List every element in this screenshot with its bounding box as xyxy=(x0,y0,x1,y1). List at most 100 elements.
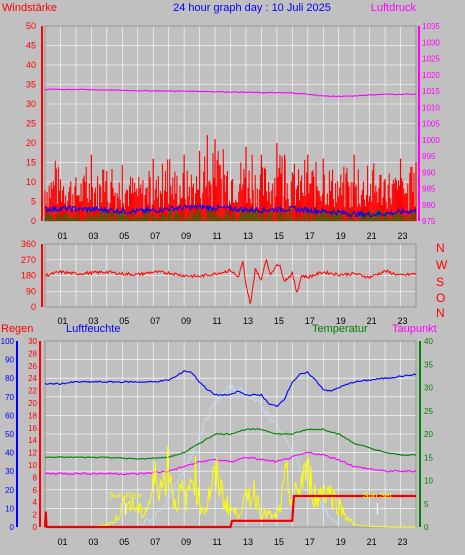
p3-x-tick-label: 15 xyxy=(274,537,284,547)
p1-left-tick-label: 0 xyxy=(31,216,36,226)
p2-x-tick-label: 01 xyxy=(57,316,67,326)
p1-x-tick-label: 17 xyxy=(305,231,315,241)
p1-left-tick-label: 30 xyxy=(26,99,36,109)
rain-tick-label: 26 xyxy=(28,362,37,371)
regen-label: Regen xyxy=(1,323,33,335)
temperature-tick-label: 5 xyxy=(424,500,429,509)
p1-right-tick-label: 990 xyxy=(422,168,436,177)
p3-x-tick-label: 13 xyxy=(243,537,253,547)
p1-x-tick-label: 19 xyxy=(336,231,346,241)
temperature-tick-label: 0 xyxy=(424,523,429,532)
rain-tick-label: 12 xyxy=(28,449,37,458)
humidity-tick-label: 80 xyxy=(5,374,14,383)
p2-left-tick-label: 360 xyxy=(21,239,36,249)
p1-right-tick-label: 975 xyxy=(422,217,436,226)
humidity-tick-label: 60 xyxy=(5,411,14,420)
p1-x-tick-label: 05 xyxy=(119,231,129,241)
p1-left-tick-label: 45 xyxy=(26,41,36,51)
humidity-tick-label: 40 xyxy=(5,449,14,458)
humidity-tick-label: 70 xyxy=(5,393,14,402)
rain-tick-label: 18 xyxy=(28,411,37,420)
direction-compass-label: S xyxy=(436,275,444,289)
rain-tick-label: 8 xyxy=(33,473,38,482)
p1-right-tick-label: 1030 xyxy=(422,38,440,47)
p1-left-tick-label: 15 xyxy=(26,158,36,168)
p3-x-tick-label: 07 xyxy=(150,537,160,547)
humidity-tick-label: 50 xyxy=(5,430,14,439)
rain-tick-label: 10 xyxy=(28,461,37,470)
rain-tick-label: 0 xyxy=(33,523,38,532)
p1-x-tick-label: 23 xyxy=(398,231,408,241)
p2-x-tick-label: 03 xyxy=(88,316,98,326)
rain-tick-label: 24 xyxy=(28,374,37,383)
luftdruck-label: Luftdruck xyxy=(371,2,417,14)
temperature-tick-label: 15 xyxy=(424,453,433,462)
windstaerke-label: Windstärke xyxy=(2,2,57,14)
p1-left-tick-label: 20 xyxy=(26,138,36,148)
p2-x-tick-label: 15 xyxy=(274,316,284,326)
rain-tick-label: 20 xyxy=(28,399,37,408)
temperature-tick-label: 20 xyxy=(424,430,433,439)
p1-left-tick-label: 5 xyxy=(31,197,36,207)
rain-tick-label: 16 xyxy=(28,424,37,433)
p2-x-tick-label: 05 xyxy=(119,316,129,326)
p1-left-tick-label: 40 xyxy=(26,60,36,70)
rain-tick-label: 2 xyxy=(33,511,38,520)
p1-right-tick-label: 1015 xyxy=(422,87,440,96)
p1-right-tick-label: 1035 xyxy=(422,22,440,31)
wind-mean-line xyxy=(44,203,417,219)
p1-x-tick-label: 09 xyxy=(181,231,191,241)
p2-x-tick-label: 23 xyxy=(398,316,408,326)
p2-x-tick-label: 17 xyxy=(305,316,315,326)
rain-line xyxy=(43,494,416,529)
luftfeuchte-label: Luftfeuchte xyxy=(66,323,120,335)
sun-annotation-label: Sun Rise xyxy=(109,491,142,500)
humidity-tick-label: 10 xyxy=(5,504,14,513)
temperature-line xyxy=(44,428,417,460)
p2-x-tick-label: 11 xyxy=(212,316,221,326)
p1-right-tick-label: 995 xyxy=(422,152,436,161)
rain-tick-label: 28 xyxy=(28,349,37,358)
direction-compass-label: N xyxy=(436,241,445,255)
chart-title: 24 hour graph day : 10 Juli 2025 xyxy=(173,2,331,14)
taupunkt-label: Taupunkt xyxy=(392,323,437,335)
temperatur-label: Temperatur xyxy=(312,323,368,335)
wind-direction-line xyxy=(44,258,417,304)
p2-x-tick-label: 19 xyxy=(336,316,346,326)
p1-right-tick-label: 1020 xyxy=(422,71,440,80)
p3-x-tick-label: 09 xyxy=(181,537,191,547)
p3-x-tick-label: 19 xyxy=(336,537,346,547)
humidity-tick-label: 0 xyxy=(10,523,15,532)
dewpoint-line xyxy=(44,451,417,476)
p3-x-tick-label: 21 xyxy=(367,537,377,547)
p3-x-tick-label: 23 xyxy=(398,537,408,547)
rain-tick-label: 22 xyxy=(28,387,37,396)
p2-left-tick-label: 180 xyxy=(21,271,36,281)
rain-tick-label: 30 xyxy=(28,337,37,346)
p3-x-tick-label: 11 xyxy=(212,537,221,547)
temperature-tick-label: 25 xyxy=(424,407,433,416)
wind-pressure-panel: 0510152025303540455097598098599099510001… xyxy=(26,21,440,241)
p1-right-tick-label: 985 xyxy=(422,185,436,194)
p3-x-tick-label: 17 xyxy=(305,537,315,547)
p1-x-tick-label: 13 xyxy=(243,231,253,241)
sun-annotation-label: Sun Set xyxy=(363,491,392,500)
humidity-tick-label: 90 xyxy=(5,356,14,365)
temperature-tick-label: 30 xyxy=(424,384,433,393)
p1-x-tick-label: 15 xyxy=(274,231,284,241)
direction-compass-label: W xyxy=(436,258,448,272)
p1-right-tick-label: 1025 xyxy=(422,55,440,64)
pressure-line xyxy=(44,88,417,98)
temperature-tick-label: 10 xyxy=(424,477,433,486)
p1-x-tick-label: 21 xyxy=(367,231,377,241)
p2-x-tick-label: 07 xyxy=(150,316,160,326)
p1-x-tick-label: 01 xyxy=(57,231,67,241)
p3-x-tick-label: 05 xyxy=(119,537,129,547)
humidity-tick-label: 20 xyxy=(5,486,14,495)
p2-left-tick-label: 0 xyxy=(31,302,36,312)
temperature-tick-label: 35 xyxy=(424,360,433,369)
p1-left-tick-label: 50 xyxy=(26,21,36,31)
direction-compass-label: O xyxy=(436,291,445,305)
